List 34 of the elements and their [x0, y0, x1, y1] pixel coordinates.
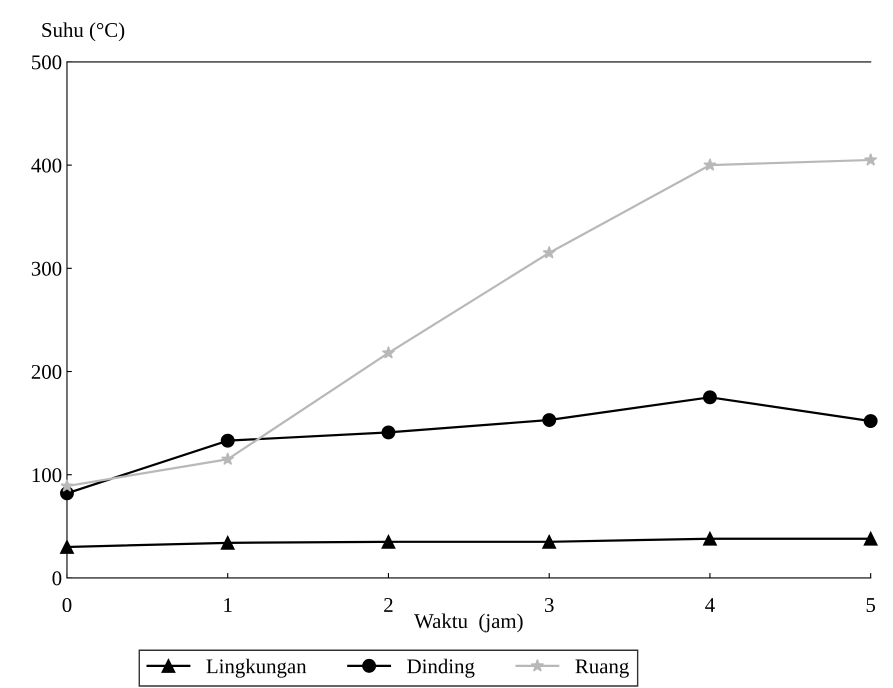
point	[220, 536, 235, 550]
point	[220, 434, 235, 448]
point	[864, 414, 878, 428]
legend-label: Ruang	[576, 660, 629, 678]
y-tick-label: 0	[52, 571, 62, 586]
x-tick-label: 3	[544, 598, 554, 612]
point	[864, 153, 878, 166]
x-tick-label: 5	[866, 598, 876, 612]
point	[382, 534, 396, 549]
legend-label: Dinding	[407, 658, 475, 678]
point	[702, 532, 717, 546]
y-axis-title: Suhu (°C)	[42, 22, 124, 42]
x-tick-label: 1	[224, 598, 232, 612]
x-axis-title: Waktu (jam)	[414, 613, 523, 632]
point	[382, 346, 396, 359]
y-tick-label: 200	[32, 364, 62, 379]
x-tick-label: 2	[384, 598, 393, 612]
point	[60, 540, 74, 554]
point	[542, 246, 556, 259]
point	[864, 532, 878, 546]
point	[703, 158, 717, 171]
point	[542, 413, 556, 427]
y-tick-label: 400	[31, 158, 62, 173]
y-tick-label: 300	[32, 262, 62, 276]
y-tick-label: 100	[32, 468, 62, 482]
point	[382, 425, 396, 440]
point	[60, 479, 74, 492]
point	[542, 534, 556, 549]
point	[221, 452, 234, 465]
x-tick-label: 0	[62, 598, 72, 612]
y-tick-label: 500	[32, 55, 62, 70]
point	[702, 390, 717, 404]
x-tick-label: 4	[705, 598, 715, 612]
legend-label: Lingkungan	[206, 658, 306, 678]
